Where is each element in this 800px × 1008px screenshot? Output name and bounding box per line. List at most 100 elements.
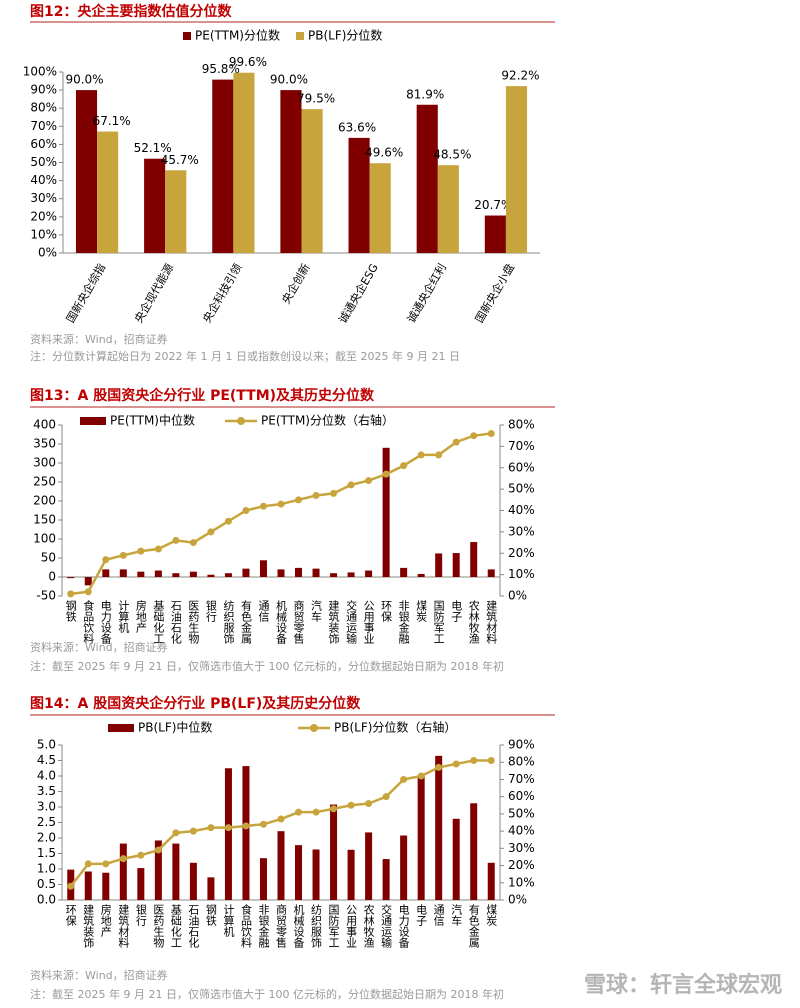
y2-tick-label: 50% [508,806,535,820]
line-point [224,824,232,832]
bar [505,86,528,253]
source: 资料来源：Wind，招商证券 [30,640,168,654]
y2-tick-label: 80% [508,755,535,769]
x-tick-label: 交通运输 [380,903,393,949]
line-point [470,757,478,764]
y2-tick-label: 80% [508,418,535,432]
legend-label: PB(LF)分位数 [308,28,382,43]
bar [277,569,285,577]
value-label: 49.6% [365,146,403,160]
bar [487,569,495,577]
line-point [119,551,127,559]
y2-tick-label: 20% [508,546,535,560]
x-tick-label: 基础化工 [152,600,165,644]
watermark: 雪球：轩言全球宏观 [584,972,782,998]
bar [295,845,303,900]
line-point [452,438,460,446]
x-tick-label: 房地产 [99,904,112,938]
line-point [172,536,180,544]
x-tick-label: 公用事业 [362,600,375,644]
y-tick-label: 0% [38,246,57,260]
x-tick-label: 央企创新 [279,261,313,306]
y-tick-label: 3.0 [37,800,56,814]
line-point [452,760,460,768]
line-point [119,855,127,863]
line-point [154,545,162,553]
bar [365,832,373,900]
bar [417,776,425,900]
value-label: 90.0% [270,73,308,87]
bar [242,568,250,577]
value-label: 63.6% [338,120,376,134]
line-point [189,827,197,835]
y-tick-label: 2.0 [37,831,56,845]
bar [382,859,390,900]
x-tick-label: 纺织服饰 [222,599,235,644]
y2-tick-label: 50% [508,482,535,496]
x-tick-label: 汽车 [450,903,463,927]
bar [470,803,478,900]
bar [347,849,355,900]
y2-tick-label: 10% [508,567,535,581]
y-tick-label: 3.5 [37,784,56,798]
y-tick-label: 150 [33,513,56,527]
line-point [295,496,303,504]
bar [212,79,234,254]
line-point [259,502,267,510]
bar [137,571,145,577]
y2-tick-label: 40% [508,503,535,517]
line-point [435,763,443,771]
y-tick-label: 4.0 [37,769,56,783]
x-tick-label: 农林牧渔 [467,599,480,645]
y-tick-label: 1.0 [37,862,56,876]
line-point [259,820,267,828]
y2-tick-label: 90% [508,738,535,752]
y2-tick-label: 20% [508,858,535,872]
x-tick-label: 钢铁 [204,904,217,926]
line-point [172,829,180,837]
y-tick-label: 2.5 [37,815,56,829]
value-label: 99.6% [229,55,267,69]
bar [312,568,320,577]
line-point [347,801,355,809]
value-label: 45.7% [161,153,199,167]
bar [84,871,92,900]
x-tick-label: 非银金融 [257,904,270,949]
x-tick-label: 基础化工 [169,904,182,948]
line-point [487,430,495,438]
legend-label: PB(LF)中位数 [138,720,212,735]
bar [259,858,267,900]
x-tick-label: 银行 [204,599,217,623]
legend-label: PE(TTM)中位数 [110,413,195,428]
bar [137,868,145,900]
x-tick-label: 国新央企综指 [63,261,108,325]
legend-label: PE(TTM)分位数（右轴） [261,413,394,428]
line-point [67,882,75,890]
chart-title: 图12：央企主要指数估值分位数 [30,3,232,20]
line-point [382,470,390,478]
line-point [154,846,162,854]
x-tick-label: 商贸零售 [275,903,288,949]
x-tick-label: 计算机 [222,904,235,937]
x-tick-label: 农林牧渔 [362,903,375,949]
y-tick-label: 300 [33,456,56,470]
bar [347,572,355,577]
line-point [417,772,425,780]
legend-swatch [296,32,304,40]
bar [102,569,110,577]
bar [330,804,338,900]
bar [452,818,460,900]
x-tick-label: 电力设备 [397,904,410,949]
line-point [277,500,285,508]
line-point [365,477,373,485]
legend-swatch [80,417,106,425]
bar [207,574,215,577]
legend-swatch [183,32,191,40]
y2-tick-label: 10% [508,875,535,889]
x-tick-label: 食品饮料 [82,599,95,645]
x-tick-label: 房地产 [134,600,147,634]
bar [172,843,180,900]
line-point [365,800,373,808]
y-tick-label: 100% [23,65,57,79]
line-point [295,808,303,816]
